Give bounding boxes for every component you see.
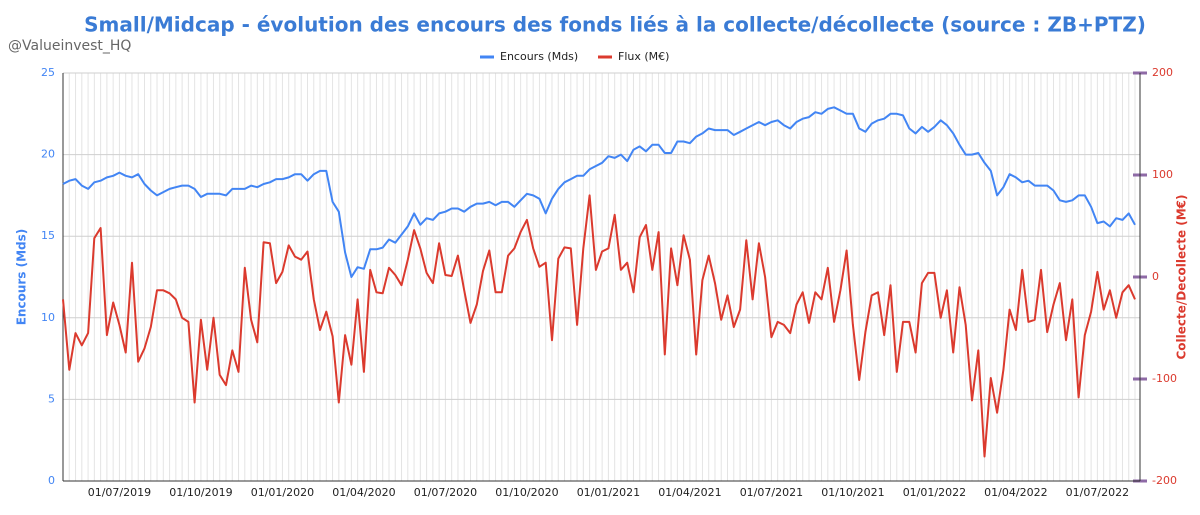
x-tick-label: 01/07/2019 bbox=[88, 486, 151, 499]
y2-tick-label: 0 bbox=[1152, 270, 1159, 283]
y-tick-label: 0 bbox=[48, 474, 55, 487]
chart-title: Small/Midcap - évolution des encours des… bbox=[84, 13, 1146, 37]
y2-tick-label: 200 bbox=[1152, 66, 1173, 79]
x-tick-label: 01/01/2021 bbox=[577, 486, 640, 499]
x-tick-label: 01/07/2022 bbox=[1066, 486, 1129, 499]
x-tick-label: 01/04/2022 bbox=[984, 486, 1047, 499]
y2-tick-label: 100 bbox=[1152, 168, 1173, 181]
watermark: @Valueinvest_HQ bbox=[8, 38, 131, 54]
y2-tick-label: -100 bbox=[1152, 372, 1177, 385]
y-tick-label: 15 bbox=[41, 229, 55, 242]
y2-tick-label: -200 bbox=[1152, 474, 1177, 487]
y-tick-label: 25 bbox=[41, 66, 55, 79]
x-tick-label: 01/10/2019 bbox=[169, 486, 232, 499]
x-tick-label: 01/04/2021 bbox=[658, 486, 721, 499]
y2-axis-title: Collecte/Decollecte (M€) bbox=[1175, 194, 1189, 359]
x-tick-label: 01/01/2022 bbox=[903, 486, 966, 499]
x-tick-label: 01/07/2021 bbox=[740, 486, 803, 499]
x-tick-label: 01/01/2020 bbox=[251, 486, 314, 499]
x-tick-label: 01/10/2020 bbox=[495, 486, 558, 499]
x-tick-label: 01/10/2021 bbox=[821, 486, 884, 499]
x-tick-label: 01/04/2020 bbox=[332, 486, 395, 499]
series-line bbox=[62, 106, 1136, 278]
y-axis-title: Encours (Mds) bbox=[15, 229, 29, 326]
series-line bbox=[62, 194, 1136, 458]
legend-label: Flux (M€) bbox=[618, 50, 669, 63]
y-tick-label: 5 bbox=[48, 392, 55, 405]
y-tick-label: 20 bbox=[41, 148, 55, 161]
y-tick-label: 10 bbox=[41, 311, 55, 324]
x-tick-label: 01/07/2020 bbox=[414, 486, 477, 499]
legend-label: Encours (Mds) bbox=[500, 50, 578, 63]
